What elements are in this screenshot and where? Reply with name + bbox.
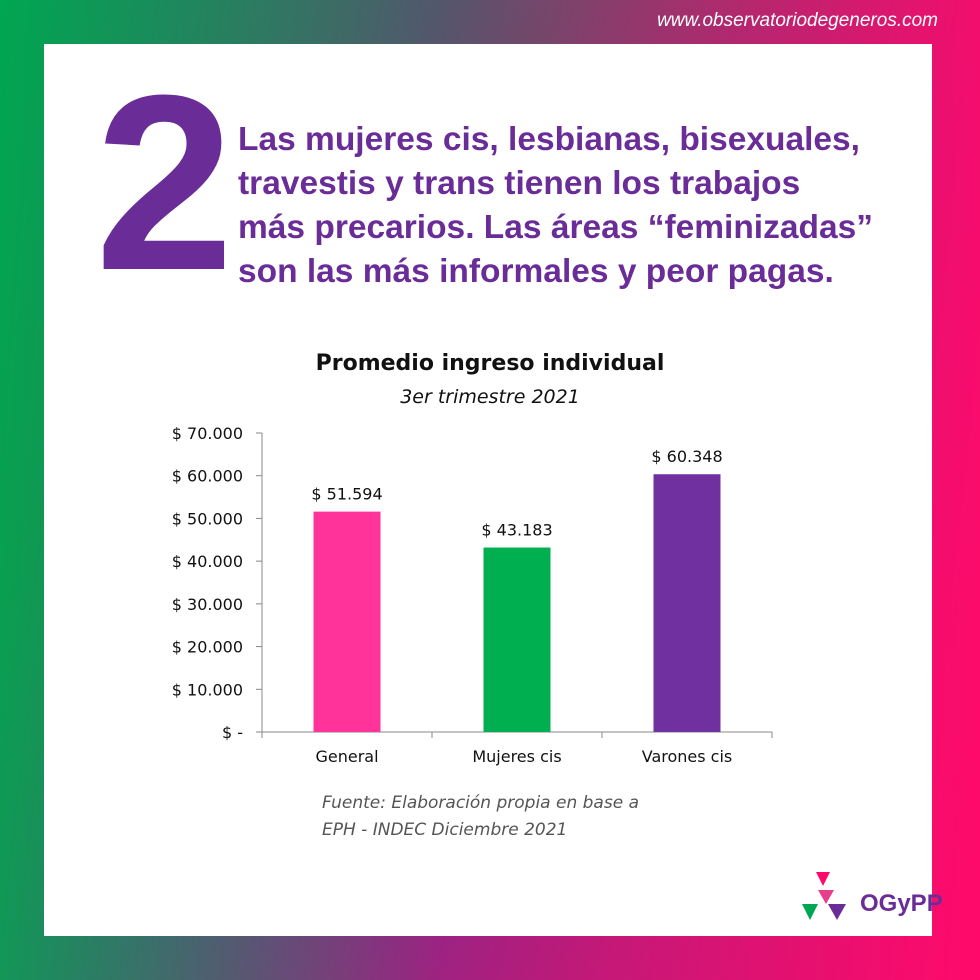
bar bbox=[313, 511, 381, 732]
x-tick-label: Varones cis bbox=[642, 747, 733, 766]
y-tick-label: $ 60.000 bbox=[172, 467, 243, 486]
logo-text: OGyPP bbox=[860, 890, 943, 917]
bar bbox=[483, 547, 551, 732]
white-panel bbox=[44, 44, 932, 936]
bar bbox=[653, 474, 721, 732]
y-tick-label: $ 40.000 bbox=[172, 552, 243, 571]
headline-line: travestis y trans tienen los trabajos bbox=[238, 165, 801, 202]
x-tick-label: Mujeres cis bbox=[472, 747, 561, 766]
chart-subtitle: 3er trimestre 2021 bbox=[400, 386, 580, 408]
source-line: EPH - INDEC Diciembre 2021 bbox=[322, 820, 568, 840]
site-url[interactable]: www.observatoriodegeneros.com bbox=[657, 10, 938, 31]
y-tick-label: $ 30.000 bbox=[172, 595, 243, 614]
data-label: $ 60.348 bbox=[651, 447, 722, 466]
source-note: Fuente: Elaboración propia en base a EPH… bbox=[322, 790, 742, 844]
chart-title: Promedio ingreso individual bbox=[315, 351, 665, 376]
data-label: $ 43.183 bbox=[481, 521, 552, 540]
y-tick-label: $ 70.000 bbox=[172, 424, 243, 443]
y-tick-label: $ 20.000 bbox=[172, 638, 243, 657]
headline-line: son las más informales y peor pagas. bbox=[238, 253, 834, 290]
source-line: Fuente: Elaboración propia en base a bbox=[322, 793, 639, 813]
headline: Las mujeres cis, lesbianas, bisexuales, … bbox=[238, 118, 918, 294]
big-number: 2 bbox=[95, 43, 234, 322]
headline-line: más precarios. Las áreas “feminizadas” bbox=[238, 209, 873, 246]
headline-line: Las mujeres cis, lesbianas, bisexuales, bbox=[238, 121, 860, 158]
y-tick-label: $ - bbox=[222, 723, 243, 742]
ogypp-logo-icon bbox=[802, 872, 846, 920]
y-tick-label: $ 10.000 bbox=[172, 680, 243, 699]
x-tick-label: General bbox=[315, 747, 378, 766]
data-label: $ 51.594 bbox=[311, 485, 382, 504]
y-tick-label: $ 50.000 bbox=[172, 509, 243, 528]
